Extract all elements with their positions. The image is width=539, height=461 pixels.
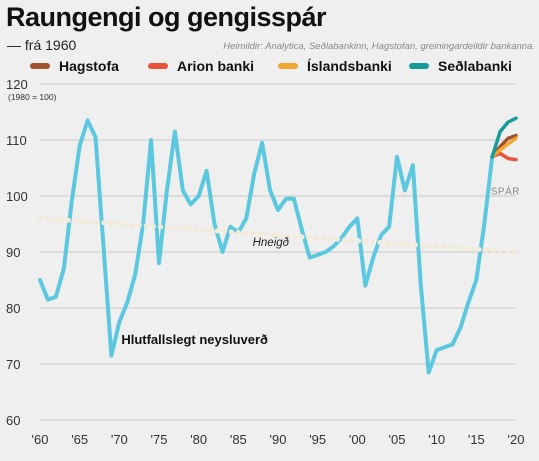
x-tick-label: '10 <box>428 432 445 447</box>
x-tick-label: '70 <box>111 432 128 447</box>
legend-label: Seðlabanki <box>438 58 512 74</box>
x-tick-label: '05 <box>389 432 406 447</box>
trend-annotation: Hneigð <box>253 237 289 249</box>
legend-item-hagstofa: Hagstofa <box>30 58 119 74</box>
x-tick-label: '20 <box>508 432 525 447</box>
y-tick-label: 100 <box>6 189 28 204</box>
chart-title: Raungengi og gengisspár <box>6 2 327 32</box>
y-tick-label: 120 <box>6 77 28 92</box>
y-axis-unit-label: (1980 = 100) <box>8 92 57 102</box>
chart-subtitle: — frá 1960 <box>7 37 77 53</box>
y-tick-label: 110 <box>6 133 27 148</box>
series-line-hneig- <box>37 215 519 255</box>
y-tick-label: 70 <box>6 357 20 372</box>
legend-swatch <box>30 63 50 69</box>
legend-item-islandsbanki: Íslandsbanki <box>278 58 392 74</box>
legend-item-arion-banki: Arion banki <box>148 58 254 74</box>
legend-label: Íslandsbanki <box>307 58 392 74</box>
x-tick-label: '90 <box>270 432 287 447</box>
x-tick-label: '80 <box>190 432 207 447</box>
legend-swatch <box>148 63 168 69</box>
y-tick-label: 90 <box>6 245 20 260</box>
legend: Hagstofa Arion banki Íslandsbanki Seðlab… <box>0 58 539 78</box>
x-tick-label: '00 <box>349 432 366 447</box>
y-tick-labels: 60 70 80 90 100 110 120(1980 = 100) <box>6 77 57 428</box>
x-tick-label: '15 <box>468 432 485 447</box>
x-tick-label: '65 <box>71 432 88 447</box>
x-tick-labels: '60 '65 '70 '75 '80 '85 '90 '95 '00 '05 '10 '15 '20 <box>32 432 525 447</box>
series-annotation: Hlutfallslegt neysluverð <box>121 332 268 347</box>
legend-label: Hagstofa <box>59 58 119 74</box>
series-line-islandsbanki <box>490 136 518 159</box>
legend-swatch <box>278 63 298 69</box>
x-tick-label: '60 <box>32 432 49 447</box>
legend-swatch <box>409 63 429 69</box>
x-tick-label: '95 <box>309 432 326 447</box>
source-note: Heimildir: Analytica, Seðlabankinn, Hags… <box>223 41 535 52</box>
forecast-annotation: SPÁR <box>491 184 520 197</box>
legend-item-sedlabanki: Seðlabanki <box>409 58 512 74</box>
y-tick-label: 80 <box>6 301 20 316</box>
legend-label: Arion banki <box>177 58 255 74</box>
grid-layer <box>40 83 516 421</box>
series-line-se-labanki <box>490 116 518 159</box>
x-tick-label: '85 <box>230 432 247 447</box>
series-layer <box>37 116 519 375</box>
series-line-hlutfallslegt-neysluver- <box>38 118 495 375</box>
annotation-layer: Hlutfallslegt neysluverð Hneigð SPÁR <box>121 184 520 347</box>
y-tick-label: 60 <box>6 413 20 428</box>
x-tick-label: '75 <box>151 432 168 447</box>
